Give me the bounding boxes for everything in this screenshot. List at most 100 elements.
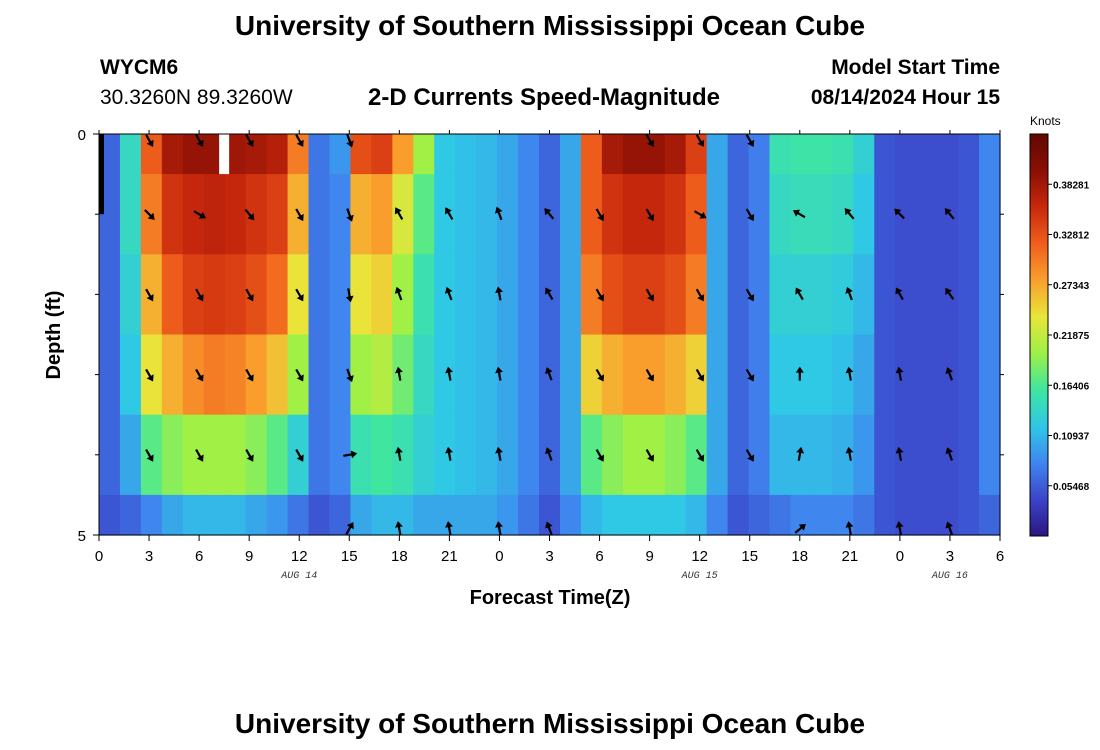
heatmap-cell (685, 174, 708, 255)
heatmap-cell (266, 494, 289, 536)
heatmap-cell (329, 414, 352, 496)
current-arrow (145, 134, 154, 147)
heatmap-cell (790, 414, 813, 496)
station-coordinates: 30.3260N 89.3260W (100, 86, 293, 109)
heatmap-cell (811, 414, 833, 496)
heatmap-cell (685, 254, 708, 336)
heatmap-cell (308, 134, 331, 175)
heatmap-cell (895, 414, 917, 496)
current-arrow (745, 288, 755, 302)
x-tick-label: 0 (495, 548, 503, 565)
heatmap-cell (664, 334, 687, 416)
heatmap-cell (622, 414, 645, 496)
x-tick-label: 12 (291, 548, 308, 565)
heatmap-cell (203, 414, 226, 496)
heatmap-cell (99, 134, 121, 175)
current-arrow (545, 447, 553, 461)
heatmap-cell (497, 134, 519, 175)
current-arrow (545, 367, 553, 381)
current-arrow (595, 368, 605, 382)
heatmap-cell (853, 414, 875, 496)
heatmap-cell (958, 174, 980, 255)
heatmap-cell (706, 134, 729, 175)
heatmap-cell (371, 494, 393, 536)
heatmap-cell (580, 494, 603, 536)
current-arrow (945, 367, 953, 381)
heatmap-cell (224, 334, 247, 416)
current-arrow (295, 208, 304, 222)
x-tick-label: 12 (691, 548, 708, 565)
current-arrow (895, 366, 904, 381)
heatmap-cell (727, 174, 750, 255)
heatmap-cell (853, 254, 875, 336)
heatmap-cell (224, 254, 247, 336)
heatmap-cell (622, 494, 645, 536)
heatmap-cell (706, 254, 729, 336)
heatmap-cell (392, 494, 414, 536)
current-arrow (895, 446, 904, 461)
current-arrow (445, 521, 453, 536)
heatmap-cell (182, 174, 205, 255)
heatmap-cell (518, 134, 540, 175)
current-arrow (295, 134, 304, 147)
heatmap-cell (790, 334, 813, 416)
heatmap-cell (140, 254, 163, 336)
heatmap-cell (958, 254, 980, 336)
heatmap-cell (497, 494, 519, 536)
current-arrow (394, 286, 403, 301)
heatmap-cell (392, 174, 414, 255)
heatmap-cell (539, 134, 561, 175)
current-arrow (495, 521, 503, 536)
x-tick-label: 21 (441, 548, 458, 565)
heatmap-cell (895, 494, 917, 536)
heatmap-cell (392, 414, 414, 496)
heatmap-cell (182, 134, 205, 175)
heatmap-cell (329, 174, 352, 255)
heatmap-cell (161, 174, 184, 255)
heatmap-cell (622, 334, 645, 416)
colorbar-tick-label: 0.38281 (1053, 180, 1090, 191)
current-arrow (795, 287, 804, 301)
heatmap-cell (497, 414, 519, 496)
heatmap-cell (224, 414, 247, 496)
heatmap-cell (811, 174, 833, 255)
heatmap-cell (245, 254, 268, 336)
heatmap-cell (350, 134, 372, 175)
heatmap-cell (140, 334, 163, 416)
heatmap-cell (622, 254, 645, 336)
heatmap-cell (497, 334, 519, 416)
heatmap-cell (392, 254, 414, 336)
heatmap-cell (182, 494, 205, 536)
current-arrow (445, 446, 453, 461)
heatmap-cell (580, 134, 603, 175)
current-arrow (796, 446, 805, 461)
x-tick-label: 0 (95, 548, 103, 565)
heatmap-cell (916, 134, 938, 175)
heatmap-cell (455, 494, 477, 536)
x-tick-label: 6 (595, 548, 603, 565)
current-arrow (495, 366, 503, 381)
current-arrow (195, 134, 204, 147)
heatmap-cell (601, 334, 624, 416)
heatmap-cell (329, 254, 352, 336)
heatmap-cell (559, 334, 582, 416)
current-arrow (695, 134, 705, 147)
heatmap-cell (329, 134, 352, 175)
x-tick-label: 9 (645, 548, 653, 565)
heatmap-cell (916, 174, 938, 255)
heatmap-cell (350, 254, 372, 336)
current-arrow (645, 449, 655, 462)
heatmap-cell (979, 494, 1001, 536)
x-tick-label: 3 (946, 548, 954, 565)
heatmap-cell (371, 254, 393, 336)
heatmap-cell (266, 254, 289, 336)
current-arrow (695, 288, 705, 302)
page-title: University of Southern Mississippi Ocean… (234, 10, 866, 41)
heatmap-cell (350, 494, 372, 536)
current-arrow (244, 208, 255, 221)
current-arrow (944, 208, 955, 220)
heatmap-cell (685, 334, 708, 416)
x-tick-label: 6 (195, 548, 203, 565)
heatmap-cell (287, 494, 310, 536)
